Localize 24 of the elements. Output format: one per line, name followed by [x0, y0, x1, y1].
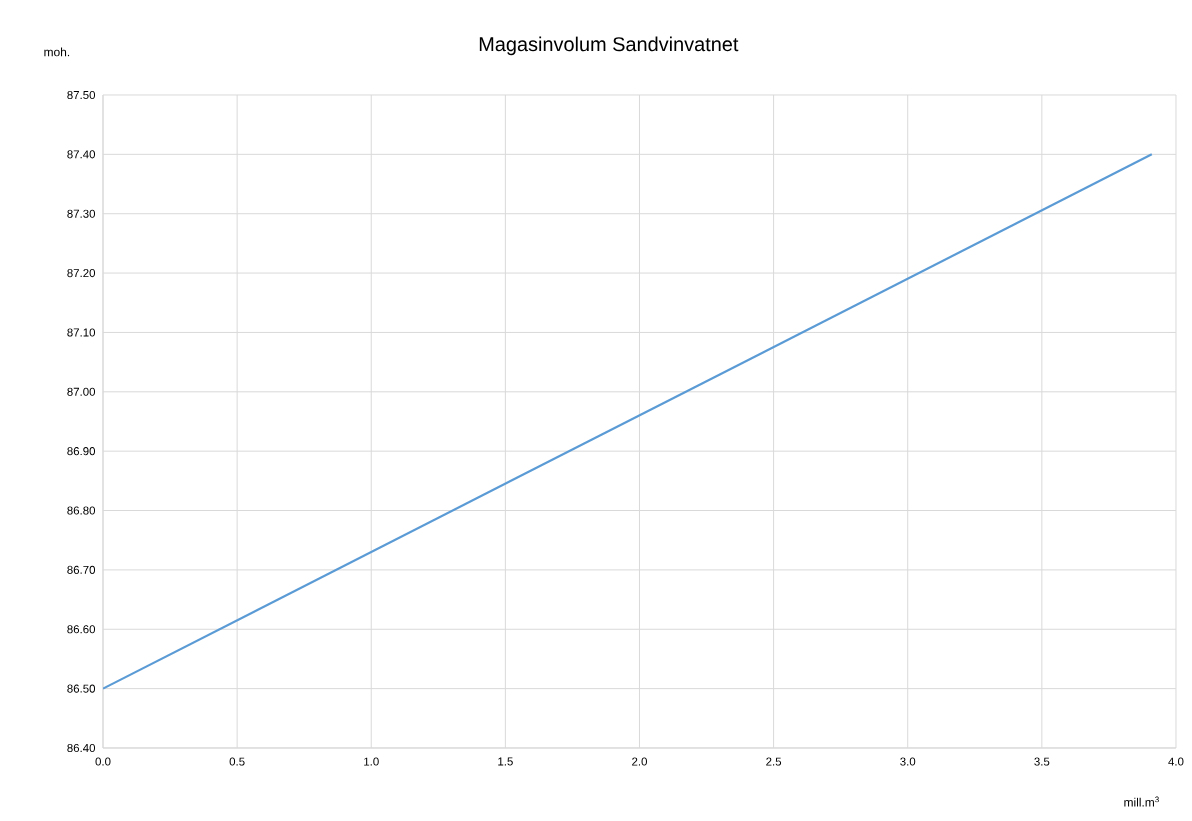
y-tick-label: 86.80 — [67, 506, 96, 515]
x-tick-label: 0.0 — [95, 757, 111, 766]
y-tick-label: 87.20 — [67, 269, 96, 278]
y-tick-label: 86.90 — [67, 447, 96, 456]
x-tick-label: 4.0 — [1168, 757, 1184, 766]
y-tick-label: 86.40 — [67, 743, 96, 753]
y-tick-label: 86.70 — [67, 565, 96, 574]
y-tick-label: 87.50 — [67, 90, 96, 100]
y-tick-label: 87.30 — [67, 209, 96, 218]
y-tick-label: 87.00 — [67, 387, 96, 396]
x-axis-title: mill.m$^{3}$ — [1124, 796, 1159, 807]
y-tick-label: 87.40 — [67, 150, 96, 159]
chart-title: Magasinvolum Sandvinvatnet — [479, 36, 739, 56]
x-tick-label: 2.5 — [766, 757, 782, 766]
y-tick-label: 86.60 — [67, 625, 96, 634]
x-tick-label: 1.5 — [498, 757, 513, 766]
x-tick-label: 3.5 — [1034, 757, 1050, 766]
y-tick-label: 86.50 — [67, 684, 96, 693]
x-tick-label: 2.0 — [632, 757, 647, 766]
x-tick-label: 0.5 — [229, 757, 245, 766]
x-tick-label: 1.0 — [364, 757, 379, 766]
x-tick-label: 3.0 — [900, 757, 916, 766]
y-tick-label: 87.10 — [67, 328, 96, 337]
y-axis-title: moh. — [44, 47, 70, 57]
